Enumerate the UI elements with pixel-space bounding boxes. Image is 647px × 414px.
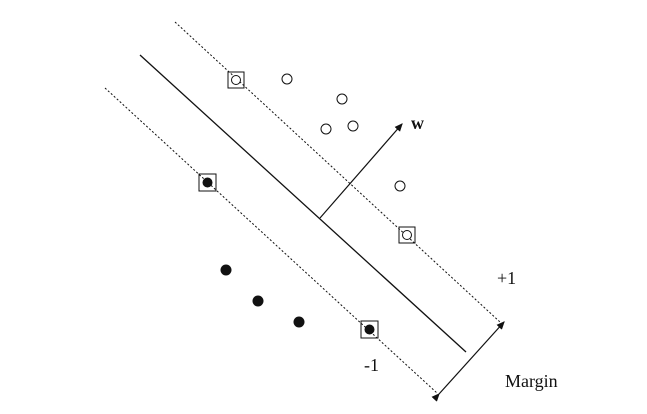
positive-support-vector-box [398,226,416,244]
positive-margin-label: +1 [497,268,517,288]
positive-point [336,93,348,105]
negative-support-vector-box [360,320,379,339]
lower-margin-hyperplane [104,87,438,394]
margin-arrow [431,321,505,402]
negative-point [252,295,264,307]
positive-support-vector-box [227,71,245,89]
negative-margin-label: -1 [364,355,379,375]
positive-point [281,73,293,85]
weight-vector-arrow [319,123,403,219]
weight-vector-label: w [411,113,424,133]
upper-margin-hyperplane [174,21,501,323]
positive-point [347,120,359,132]
positive-support-vector [231,75,241,85]
positive-support-vector [402,230,412,240]
negative-support-vector-box [198,173,217,192]
positive-point [394,180,406,192]
negative-point [293,316,305,328]
decision-hyperplane [139,54,467,353]
negative-point [220,264,232,276]
negative-support-vector [202,177,213,188]
margin-label: Margin [505,371,558,391]
negative-support-vector [364,324,375,335]
positive-point [320,123,332,135]
